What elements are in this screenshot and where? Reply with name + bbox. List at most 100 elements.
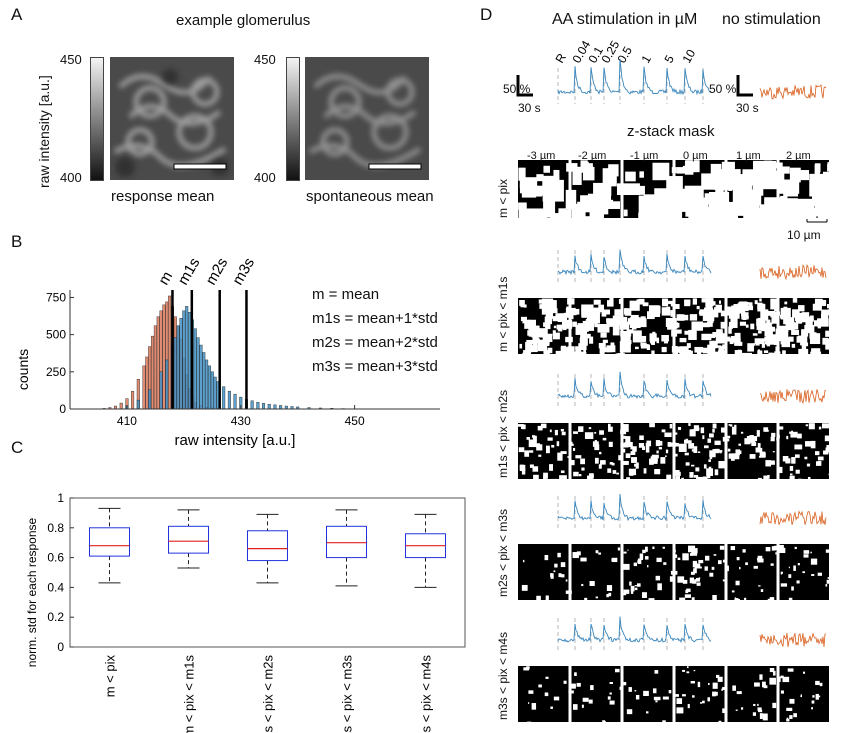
mask-pixel (731, 453, 740, 460)
mask-pixel (804, 325, 811, 331)
depth-label: 2 µm (786, 150, 811, 162)
mask-pixel (520, 305, 525, 308)
mask-pixel (657, 583, 662, 591)
mask-pixel (555, 350, 566, 361)
mask-pixel (633, 562, 638, 567)
mask-pixel (691, 464, 695, 467)
mask-pixel (778, 466, 783, 474)
mask-pixel (734, 424, 737, 430)
mask-pixel (655, 440, 661, 447)
mask-pixel (734, 184, 752, 197)
mask-pixel (675, 432, 678, 435)
mask-pixel (739, 301, 744, 307)
mask-pixel (581, 583, 584, 587)
histogram-bar-spontaneous (151, 335, 155, 410)
mask-pixel (779, 166, 790, 174)
mask-pixel (702, 700, 705, 704)
mask-pixel (705, 298, 714, 307)
mask-pixel (570, 683, 576, 689)
mask-pixel (524, 450, 530, 457)
mask-pixel (620, 335, 631, 342)
mask-pixel (588, 473, 594, 479)
mask-pixel (803, 554, 809, 558)
mask-pixel (731, 590, 735, 593)
mask-pixel (601, 189, 612, 204)
mask-pixel (822, 171, 828, 176)
y-axis-label: counts (15, 349, 31, 390)
mask-pixel (754, 436, 758, 442)
mask-row-2 (518, 423, 833, 486)
mask-pixel (661, 346, 667, 353)
mask-pixel (706, 321, 713, 327)
mask-pixel (693, 475, 699, 478)
mask-pixel (746, 302, 750, 305)
mask-pixel (629, 317, 641, 329)
mask-pixel (664, 432, 672, 438)
mask-pixel (758, 330, 762, 334)
scalebar-right (736, 75, 753, 97)
mask-pixel (709, 340, 718, 349)
mask-pixel (771, 319, 778, 324)
mask-pixel (686, 671, 690, 674)
mask-pixel (592, 441, 599, 447)
mask-pixel (575, 348, 582, 355)
mask-pixel (630, 451, 636, 455)
mask-pixel (690, 680, 696, 684)
mask-pixel (656, 199, 671, 218)
mask-pixel (580, 160, 588, 169)
boxplot-chart: 0 0.2 0.4 0.6 0.8 1 m < pix m < pix < m1s m1s < … (25, 491, 466, 733)
mask-pixel (790, 473, 793, 476)
mask-pixel (655, 305, 661, 314)
mask-pixel (557, 552, 561, 558)
mask-pixel (553, 570, 556, 573)
mask-pixel (538, 454, 542, 457)
mask-pixel (755, 343, 760, 346)
mask-pixel (806, 320, 812, 327)
mask-pixel (732, 685, 736, 691)
mask-pixel (688, 443, 695, 449)
mask-pixel (795, 469, 800, 474)
mask-pixel (687, 440, 692, 444)
mask-pixel (676, 698, 683, 704)
mask-pixel (565, 579, 568, 582)
histogram-bar-response (256, 402, 260, 410)
mask-pixel (589, 307, 601, 314)
histogram-bar-response (267, 404, 271, 410)
mask-pixel (602, 168, 617, 187)
mask-pixel (823, 450, 829, 455)
mask-pixel (578, 426, 584, 432)
mask-pixel (744, 597, 747, 601)
mask-pixel (562, 325, 567, 331)
mask-pixel (780, 572, 783, 575)
mask-pixel (711, 566, 715, 570)
mask-pixel (595, 596, 599, 599)
mask-pixel (684, 330, 692, 335)
mask-pixel (655, 575, 661, 581)
mask-pixel (544, 333, 553, 342)
mask-pixel (629, 581, 632, 586)
mask-pixel (825, 330, 832, 337)
mask-pixel (800, 695, 803, 698)
mask-pixel (682, 669, 686, 672)
spontaneous-mean-image (305, 57, 429, 180)
mask-pixel (716, 329, 723, 336)
mask-pixel (794, 546, 797, 550)
mask-pixel (739, 450, 742, 454)
mask-pixel (791, 586, 794, 591)
mask-pixel (679, 346, 689, 355)
mask-pixel (713, 192, 722, 209)
histogram-bar-response (227, 390, 231, 410)
mask-pixel (622, 435, 626, 439)
mask-pixel (809, 173, 836, 197)
y-tick-label: 0.6 (47, 551, 64, 565)
histogram-bar-spontaneous (145, 356, 149, 410)
mask-pixel (758, 455, 761, 458)
mask-row-4 (518, 666, 829, 725)
mask-pixel (764, 429, 769, 432)
mask-pixel (753, 343, 756, 346)
mask-pixel (676, 329, 682, 334)
mask-pixel (559, 475, 567, 480)
mask-pixel (772, 451, 775, 453)
colorbar-right-max: 450 (254, 52, 276, 67)
mask-pixel (701, 298, 707, 303)
